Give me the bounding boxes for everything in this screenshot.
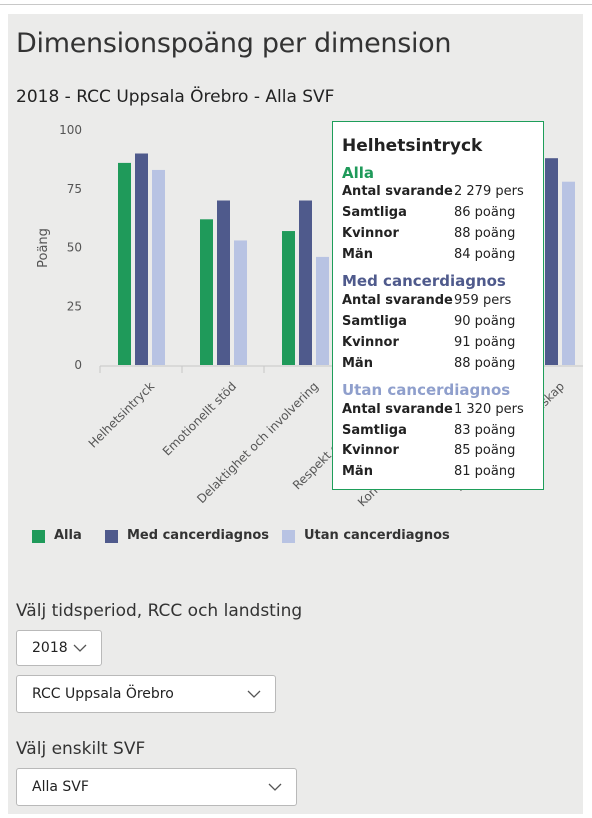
tooltip-row: Samtliga 86 poäng <box>342 205 532 225</box>
period-section-label: Välj tidsperiod, RCC och landsting <box>16 601 303 621</box>
y-tick-label: 100 <box>59 123 82 137</box>
rcc-select-value: RCC Uppsala Örebro <box>32 686 174 702</box>
tooltip-row-value: 2 279 pers <box>454 184 524 199</box>
tooltip-row-value: 91 poäng <box>454 335 516 350</box>
chevron-down-icon <box>268 783 282 791</box>
tooltip-row-value: 81 poäng <box>454 464 516 479</box>
tooltip-row-value: 86 poäng <box>454 205 516 220</box>
top-divider <box>0 4 592 5</box>
bar-med-cancerdiagnos <box>217 200 230 365</box>
tooltip-row: Män 84 poäng <box>342 247 532 267</box>
tooltip-row-label: Samtliga <box>342 423 407 438</box>
x-category-label: Emotionellt stöd <box>160 379 239 458</box>
bar-utan-cancerdiagnos <box>562 181 575 365</box>
tooltip-row-value: 85 poäng <box>454 443 516 458</box>
tooltip-row: Kvinnor 88 poäng <box>342 226 532 246</box>
svf-select-value: Alla SVF <box>32 779 89 795</box>
y-tick-label: 25 <box>67 299 82 313</box>
bar-utan-cancerdiagnos <box>234 240 247 365</box>
tooltip-row: Antal svarande 1 320 pers <box>342 402 532 422</box>
legend-swatch <box>105 530 118 543</box>
tooltip-group-heading-med: Med cancerdiagnos <box>342 272 506 290</box>
tooltip-row: Kvinnor 85 poäng <box>342 443 532 463</box>
tooltip-row-value: 959 pers <box>454 293 512 308</box>
y-axis-label: Poäng <box>36 228 51 268</box>
tooltip-row-label: Kvinnor <box>342 443 399 458</box>
tooltip-row: Samtliga 90 poäng <box>342 314 532 334</box>
chevron-down-icon <box>73 644 87 652</box>
chevron-down-icon <box>247 690 261 698</box>
tooltip-row-label: Kvinnor <box>342 335 399 350</box>
chart-subtitle: 2018 - RCC Uppsala Örebro - Alla SVF <box>16 87 335 107</box>
legend-label: Utan cancerdiagnos <box>304 528 450 543</box>
tooltip-row: Män 81 poäng <box>342 464 532 484</box>
tooltip-row: Samtliga 83 poäng <box>342 423 532 443</box>
tooltip-row: Kvinnor 91 poäng <box>342 335 532 355</box>
tooltip-row-label: Kvinnor <box>342 226 399 241</box>
tooltip-row-label: Antal svarande <box>342 184 453 199</box>
bar-utan-cancerdiagnos <box>152 169 165 365</box>
tooltip-row-label: Män <box>342 464 373 479</box>
tooltip-row-label: Antal svarande <box>342 402 453 417</box>
bar-alla <box>282 231 295 365</box>
tooltip-row-label: Antal svarande <box>342 293 453 308</box>
y-tick-label: 0 <box>74 358 82 372</box>
bar-med-cancerdiagnos <box>545 158 558 365</box>
tooltip-row-label: Män <box>342 356 373 371</box>
tooltip-row-value: 1 320 pers <box>454 402 524 417</box>
tooltip-group-heading-utan: Utan cancerdiagnos <box>342 381 511 399</box>
tooltip-row: Antal svarande 959 pers <box>342 293 532 313</box>
tooltip-row-label: Samtliga <box>342 205 407 220</box>
rcc-select[interactable]: RCC Uppsala Örebro <box>16 675 276 713</box>
page-title: Dimensionspoäng per dimension <box>16 28 452 59</box>
legend-swatch <box>32 530 45 543</box>
bar-med-cancerdiagnos <box>299 200 312 365</box>
tooltip-group-heading-alla: Alla <box>342 164 375 182</box>
bar-alla <box>118 162 131 365</box>
legend-label: Alla <box>54 528 82 543</box>
tooltip-row-label: Män <box>342 247 373 262</box>
tooltip-row-value: 83 poäng <box>454 423 516 438</box>
legend-label: Med cancerdiagnos <box>127 528 270 543</box>
bar-alla <box>200 219 213 365</box>
y-tick-label: 50 <box>67 241 82 255</box>
year-select[interactable]: 2018 <box>16 630 102 666</box>
bar-utan-cancerdiagnos <box>316 256 329 365</box>
y-tick-label: 75 <box>67 182 82 196</box>
tooltip-row: Antal svarande 2 279 pers <box>342 184 532 204</box>
year-select-value: 2018 <box>32 640 68 656</box>
tooltip-row-value: 84 poäng <box>454 247 516 262</box>
legend-swatch <box>282 530 295 543</box>
svf-section-label: Välj enskilt SVF <box>16 739 146 759</box>
tooltip-row-value: 88 poäng <box>454 226 516 241</box>
svf-select[interactable]: Alla SVF <box>16 768 297 806</box>
tooltip-title: Helhetsintryck <box>342 136 483 156</box>
x-category-label: Helhetsintryck <box>86 379 157 450</box>
tooltip-row: Män 88 poäng <box>342 356 532 376</box>
chart-tooltip: Helhetsintryck Alla Antal svarande 2 279 … <box>332 121 544 490</box>
tooltip-row-label: Samtliga <box>342 314 407 329</box>
bar-med-cancerdiagnos <box>135 153 148 365</box>
tooltip-row-value: 90 poäng <box>454 314 516 329</box>
tooltip-row-value: 88 poäng <box>454 356 516 371</box>
